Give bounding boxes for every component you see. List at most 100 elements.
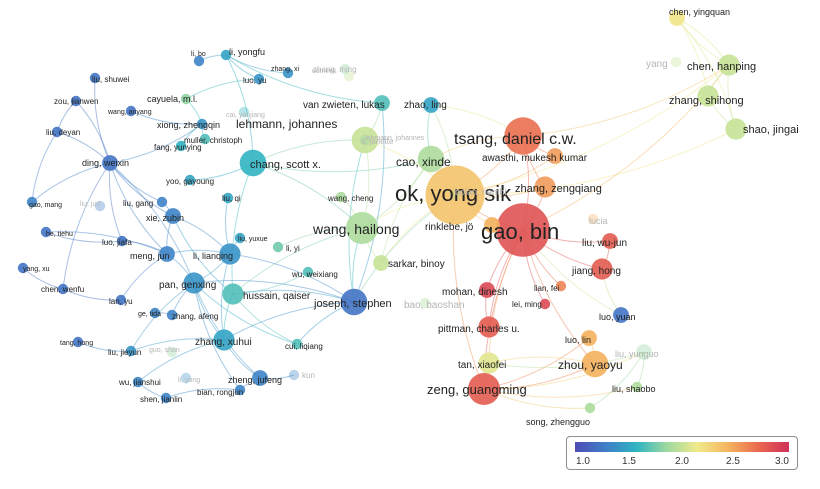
node-bao-baoshan[interactable] [419,297,431,309]
node-label-meng-jun[interactable]: meng, jun [130,251,170,261]
node-hussain-qaiser[interactable] [222,283,244,305]
node-label-liu-wu-jun[interactable]: liu, wu-jun [582,238,627,249]
node-ding-weixin[interactable] [102,155,118,171]
node-label-zhang-xi[interactable]: zhang, xi [271,66,299,73]
node-wu-weixiang[interactable] [302,266,314,278]
node-label-wu-weixiang[interactable]: wu, weixiang [291,270,338,279]
node-li-yi[interactable] [272,241,284,253]
node-lian-fei[interactable] [555,280,567,292]
node-gao-mang[interactable] [26,196,38,208]
node-label-liu-jieyun[interactable]: liu, jieyun [108,348,141,357]
node-zhang-shihong[interactable] [697,85,719,107]
node-label-song-zhengguo[interactable]: song, zhengguo [526,417,590,427]
node-muller-christoph[interactable] [199,133,211,145]
node-liu-jun[interactable] [94,200,106,212]
node-zhao-ling[interactable] [423,97,439,113]
node-zhang-xi[interactable] [282,67,294,79]
node-label-zhang-zengqiang[interactable]: zhang, zengqiang [515,183,602,195]
node-label-yang[interactable]: yang [646,59,668,70]
node-bolan-nanthi[interactable] [449,189,461,201]
node-label-luo-lin[interactable]: luo, lin [565,335,591,345]
node-dominik[interactable] [339,63,351,75]
node-label-muller-christoph[interactable]: muller, christoph [184,136,242,145]
node-label-pan-genxing[interactable]: pan, genxing [159,280,216,291]
node-label-bao-baoshan[interactable]: bao, baoshan [404,300,465,311]
node-label-liu-yuxue[interactable]: liu, yuxue [238,236,268,243]
node-label-cui-liqiang[interactable]: cui, liqiang [285,342,323,351]
node-label-yoo-gayoung[interactable]: yoo, gayoung [166,177,214,186]
node-label-xie-zubin[interactable]: xie, zubin [146,213,184,223]
node-joseph-stephen[interactable] [340,288,368,316]
node-zhang-ming[interactable] [343,70,355,82]
node-liu-wu-jun[interactable] [602,233,618,249]
node-tang-hong[interactable] [72,336,84,348]
node-rinklebe-j[interactable] [484,217,500,233]
node-label-cayuela-m-l[interactable]: cayuela, m.l. [147,94,198,104]
node-label-zhang-shihong[interactable]: zhang, shihong [669,95,744,107]
node-liu-yuxue[interactable] [234,232,246,244]
node-liu-deyan[interactable] [51,126,63,138]
node-label-shen-jianlin[interactable]: shen, jianlin [140,395,182,404]
node-label-zhang-xuhui[interactable]: zhang, xuhui [195,337,252,348]
node-label-tang-hong[interactable]: tang, hong [60,340,93,347]
node-luo-yu[interactable] [253,73,265,85]
node-shao-jingai[interactable] [725,118,747,140]
node-label-chen-wenfu[interactable]: chen, wenfu [41,285,84,294]
node-label-yang-xu[interactable]: yang, xu [23,266,50,273]
node-label-chen-hanping[interactable]: chen, hanping [687,61,756,73]
node-label-zhou-yaoyu[interactable]: zhou, yaoyu [558,358,623,372]
node-label-hussain-qaiser[interactable]: hussain, qaiser [243,291,311,302]
node-kun[interactable] [288,369,300,381]
node-label-cai-yanjiang[interactable]: cai, yanjiang [226,112,265,119]
node-fang-yunying[interactable] [175,140,187,152]
node-luo-jiafa[interactable] [116,235,128,247]
node-label-joseph-stephen[interactable]: joseph, stephen [313,298,392,310]
node-liu-shuwei[interactable] [89,72,101,84]
node-he-tiehu[interactable] [40,226,52,238]
node-label-ok-yong-sik[interactable]: ok, yong sik [395,181,512,206]
node-zheng-jufeng[interactable] [252,370,268,386]
node-label-luo-jiafa[interactable]: luo, jiafa [102,238,132,247]
node-lei-ming[interactable] [539,298,551,310]
node-label-mohan-dinesh[interactable]: mohan, dinesh [442,287,508,298]
node-tan-xiaofei[interactable] [478,352,500,374]
node-yang-xu[interactable] [17,262,29,274]
node-label-chen-yingquan[interactable]: chen, yingquan [669,7,730,17]
node-tsang-daniel-c-w[interactable] [504,117,542,155]
node-cao-xinde[interactable] [417,145,445,173]
node-label-liu-gang[interactable]: liu, gang [123,199,153,208]
node-label-cao-xinde[interactable]: cao, xinde [396,155,451,169]
node-label-zhao-ling[interactable]: zhao, ling [404,100,447,111]
node-label-zheng-jufeng[interactable]: zheng, jufeng [228,375,282,385]
node-song-zhengguo[interactable] [584,402,596,414]
node-pittman-charles-u[interactable] [478,316,500,338]
node-label-zhang-ming[interactable]: zhang, ming [313,65,357,74]
node-label-lehmann-johannes[interactable]: lehmann, johannes [236,117,337,131]
node-li-yongfu[interactable] [220,49,232,61]
node-label-liu-qi[interactable]: liu, qi [222,194,241,203]
node-label-lucia[interactable]: lucia [589,216,608,226]
node-label-li-yong[interactable]: li, yong [178,377,200,384]
node-sarkar-binoy[interactable] [373,255,389,271]
node-lan-yu[interactable] [115,294,127,306]
node-lehmann-johannes[interactable] [351,126,379,154]
node-label-zhang-afeng[interactable]: zhang, afeng [172,312,218,321]
node-gao-bin[interactable] [496,203,550,257]
node-label-bian-rongjun[interactable]: bian, rongjun [197,388,243,397]
node-bian-rongjun[interactable] [234,384,246,396]
node-label-lian-fei[interactable]: lian, fei [534,284,560,293]
node-xiong-zhengqin[interactable] [196,118,208,130]
node-chen-yingquan[interactable] [669,10,685,26]
node-s-janette[interactable] [359,134,371,146]
node-chen-hanping[interactable] [718,54,740,76]
node-ok-yong-sik[interactable] [425,165,485,225]
node-label-ding-weixin[interactable]: ding, weixin [82,158,129,168]
node-label-zeng-guangming[interactable]: zeng, guangming [427,382,527,397]
node-meng-jun[interactable] [159,246,175,262]
node-label-li-bo[interactable]: li, bo [191,51,206,58]
node-label-tsang-daniel-c-w[interactable]: tsang, daniel c.w. [454,131,577,148]
node-xie-zubin[interactable] [165,208,181,224]
node-liu-gang[interactable] [156,196,168,208]
node-liu-jieyun[interactable] [125,345,137,357]
